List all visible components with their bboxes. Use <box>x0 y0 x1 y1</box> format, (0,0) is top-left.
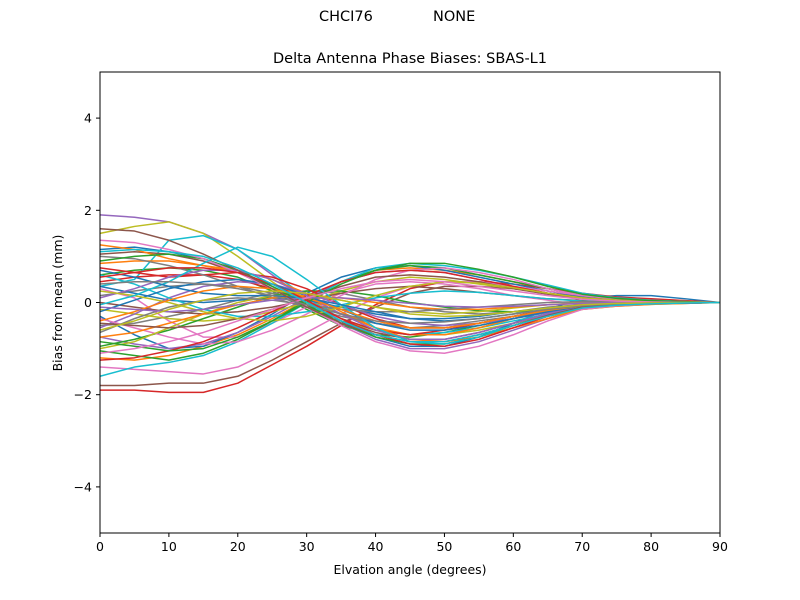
y-axis-label: Bias from mean (mm) <box>50 235 65 372</box>
radome-name: NONE <box>433 9 476 25</box>
y-tick-label: 0 <box>84 295 92 310</box>
figure-suptitle: CHCI76 NONE <box>0 9 800 29</box>
x-tick-label: 10 <box>161 539 177 554</box>
plot-frame <box>99 71 721 534</box>
series-line-4 <box>100 281 721 394</box>
series-layer <box>99 214 721 394</box>
y-tick-label: 4 <box>84 111 92 126</box>
x-tick-label: 30 <box>299 539 315 554</box>
series-line-49 <box>99 290 720 331</box>
station-name: CHCI76 <box>319 9 373 25</box>
series-line-43 <box>99 262 721 352</box>
x-tick-label: 70 <box>574 539 590 554</box>
x-tick-label: 90 <box>712 539 728 554</box>
series-line-50 <box>99 248 721 343</box>
chart-title: Delta Antenna Phase Biases: SBAS-L1 <box>273 51 547 67</box>
x-tick-label: 40 <box>368 539 384 554</box>
x-axis-label: Elvation angle (degrees) <box>333 562 486 577</box>
x-tick-label: 80 <box>643 539 659 554</box>
y-tick-label: −4 <box>74 479 92 494</box>
x-tick-label: 50 <box>436 539 452 554</box>
x-tick-label: 60 <box>505 539 521 554</box>
ticks-layer: 0 10 20 30 40 50 60 70 80 90 −4 −2 0 2 4 <box>74 111 728 554</box>
x-tick-label: 20 <box>230 539 246 554</box>
series-line-39 <box>99 281 721 322</box>
y-tick-label: −2 <box>74 387 92 402</box>
y-tick-label: 2 <box>84 203 92 218</box>
series-line-45 <box>99 297 720 313</box>
x-tick-label: 0 <box>96 539 104 554</box>
series-line-47 <box>99 278 720 354</box>
